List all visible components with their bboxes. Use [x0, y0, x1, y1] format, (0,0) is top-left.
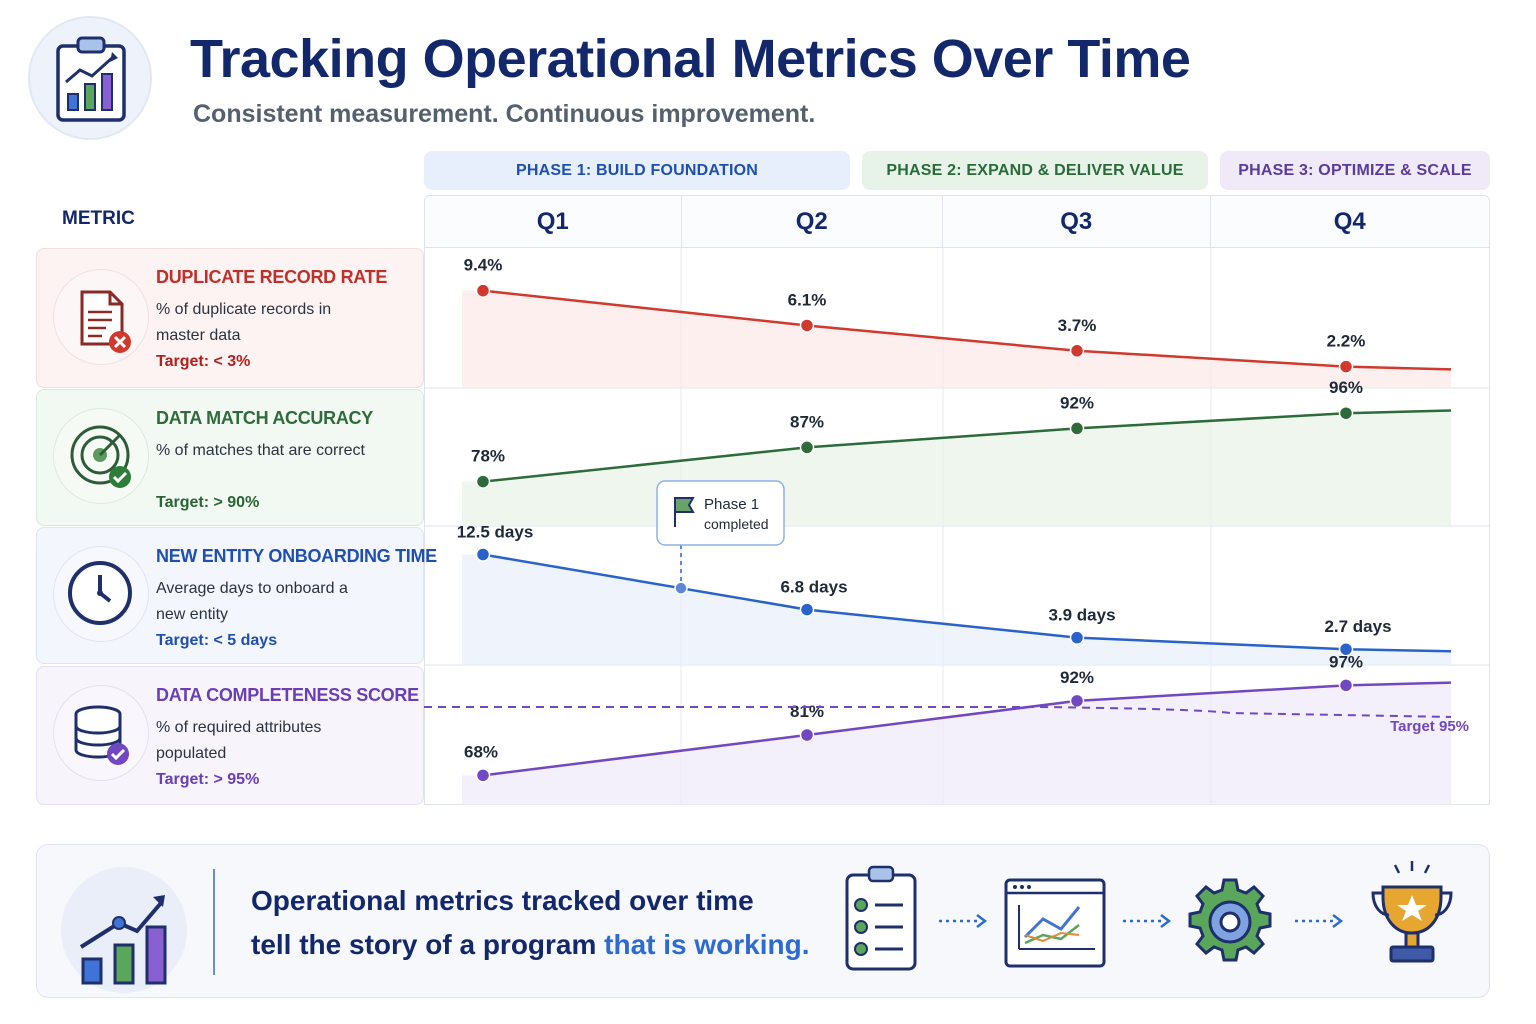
- page-subtitle: Consistent measurement. Continuous impro…: [193, 100, 816, 128]
- metric-column-header: METRIC: [62, 208, 135, 229]
- metric-description: Average days to onboard a new entity: [156, 580, 348, 623]
- data-point: [1338, 641, 1354, 657]
- quarter-q1: Q1: [425, 196, 682, 247]
- quarter-q3: Q3: [943, 196, 1211, 247]
- target-check-icon: [53, 408, 149, 504]
- data-point: [1338, 359, 1354, 374]
- arrow-right-icon: [1121, 913, 1173, 934]
- footer-highlight: that is working.: [604, 929, 810, 960]
- database-check-icon: [53, 685, 149, 781]
- quarter-q4: Q4: [1333, 207, 1366, 235]
- footer-line-2: tell the story of a program that is work…: [251, 923, 810, 967]
- metric-target: Target: < 5 days: [156, 632, 278, 649]
- data-label: 81%: [790, 702, 824, 721]
- data-point: [1338, 678, 1354, 693]
- data-point: [475, 283, 491, 298]
- arrow-right-icon: [1293, 913, 1345, 934]
- data-label: 9.4%: [464, 256, 503, 275]
- phase-2-banner: PHASE 2: EXPAND & DELIVER VALUE: [862, 151, 1208, 190]
- metric-target: Target: > 90%: [156, 494, 260, 511]
- growth-chart-icon: [61, 867, 187, 993]
- metric-card-duplicate: DUPLICATE RECORD RATE % of duplicate rec…: [36, 248, 424, 388]
- footer-line-1: Operational metrics tracked over time: [251, 885, 754, 916]
- series-area-fill: [462, 554, 1451, 665]
- footer-line-2a: tell the story of a program: [251, 929, 605, 960]
- metric-target: Target: > 95%: [156, 771, 260, 788]
- series-area-fill: [462, 682, 1451, 805]
- data-label: 92%: [1060, 668, 1094, 687]
- checklist-icon: [843, 863, 919, 978]
- document-error-icon: [53, 269, 149, 365]
- metric-description: % of duplicate records in master data: [156, 301, 332, 344]
- quarter-header-row: Q1 Q2 Q3 Q4: [424, 195, 1490, 248]
- data-label: 2.2%: [1327, 332, 1366, 351]
- phase-1-banner: PHASE 1: BUILD FOUNDATION: [424, 151, 850, 190]
- quarter-q2: Q2: [682, 196, 944, 247]
- data-label: 6.8 days: [780, 578, 847, 597]
- metric-name: NEW ENTITY ONBOARDING TIME: [156, 546, 437, 566]
- data-label: 3.9 days: [1048, 606, 1115, 625]
- data-label: 87%: [790, 412, 824, 431]
- data-label: 2.7 days: [1324, 617, 1391, 636]
- dashboard-chart-icon: [1003, 877, 1107, 974]
- metric-name: DATA COMPLETENESS SCORE: [156, 685, 419, 705]
- metric-card-completeness: DATA COMPLETENESS SCORE % of required at…: [36, 666, 424, 805]
- annotation-text: completed: [704, 516, 769, 532]
- data-label: 96%: [1329, 378, 1363, 397]
- data-point: [1069, 421, 1085, 436]
- data-point: [799, 727, 815, 743]
- data-point: [1338, 405, 1354, 421]
- footer-divider: [213, 869, 215, 975]
- trophy-icon: [1365, 859, 1459, 980]
- metric-card-onboarding-time: NEW ENTITY ONBOARDING TIME Average days …: [36, 527, 437, 664]
- footer-banner: Operational metrics tracked over time te…: [36, 844, 1490, 998]
- annotation-point: [674, 581, 688, 595]
- data-point: [799, 318, 815, 333]
- data-label: 3.7%: [1058, 316, 1097, 335]
- data-point: [799, 602, 815, 617]
- data-point: [1069, 630, 1085, 645]
- data-point: [799, 440, 815, 455]
- data-label: 6.1%: [788, 290, 827, 309]
- phase-3-banner: PHASE 3: OPTIMIZE & SCALE: [1220, 151, 1490, 190]
- clipboard-chart-icon: [28, 16, 152, 140]
- metric-name: DATA MATCH ACCURACY: [156, 408, 373, 428]
- target-line: [424, 706, 1452, 718]
- data-label: 68%: [464, 742, 498, 761]
- data-label: 78%: [471, 447, 505, 466]
- metric-description: % of required attributes populated: [156, 719, 322, 762]
- metric-description: % of matches that are correct: [156, 442, 365, 459]
- data-label: 92%: [1060, 393, 1094, 412]
- data-point: [475, 768, 491, 783]
- flag-icon: [674, 497, 695, 527]
- page-title: Tracking Operational Metrics Over Time: [190, 29, 1191, 89]
- data-point: [475, 547, 491, 562]
- clock-icon: [53, 546, 149, 642]
- metric-card-match-accuracy: DATA MATCH ACCURACY % of matches that ar…: [36, 389, 424, 526]
- metric-target: Target: < 3%: [156, 353, 251, 370]
- annotation-text: Phase 1: [704, 496, 759, 513]
- data-label: 12.5 days: [457, 523, 534, 542]
- arrow-right-icon: [937, 913, 989, 934]
- target-label: Target 95%: [1390, 718, 1469, 735]
- data-point: [1069, 693, 1085, 709]
- gear-icon: [1185, 877, 1275, 972]
- data-point: [1069, 343, 1085, 359]
- metric-name: DUPLICATE RECORD RATE: [156, 267, 388, 287]
- data-point: [475, 474, 491, 489]
- footer-message: Operational metrics tracked over time te…: [251, 879, 810, 967]
- data-label: 97%: [1329, 652, 1363, 671]
